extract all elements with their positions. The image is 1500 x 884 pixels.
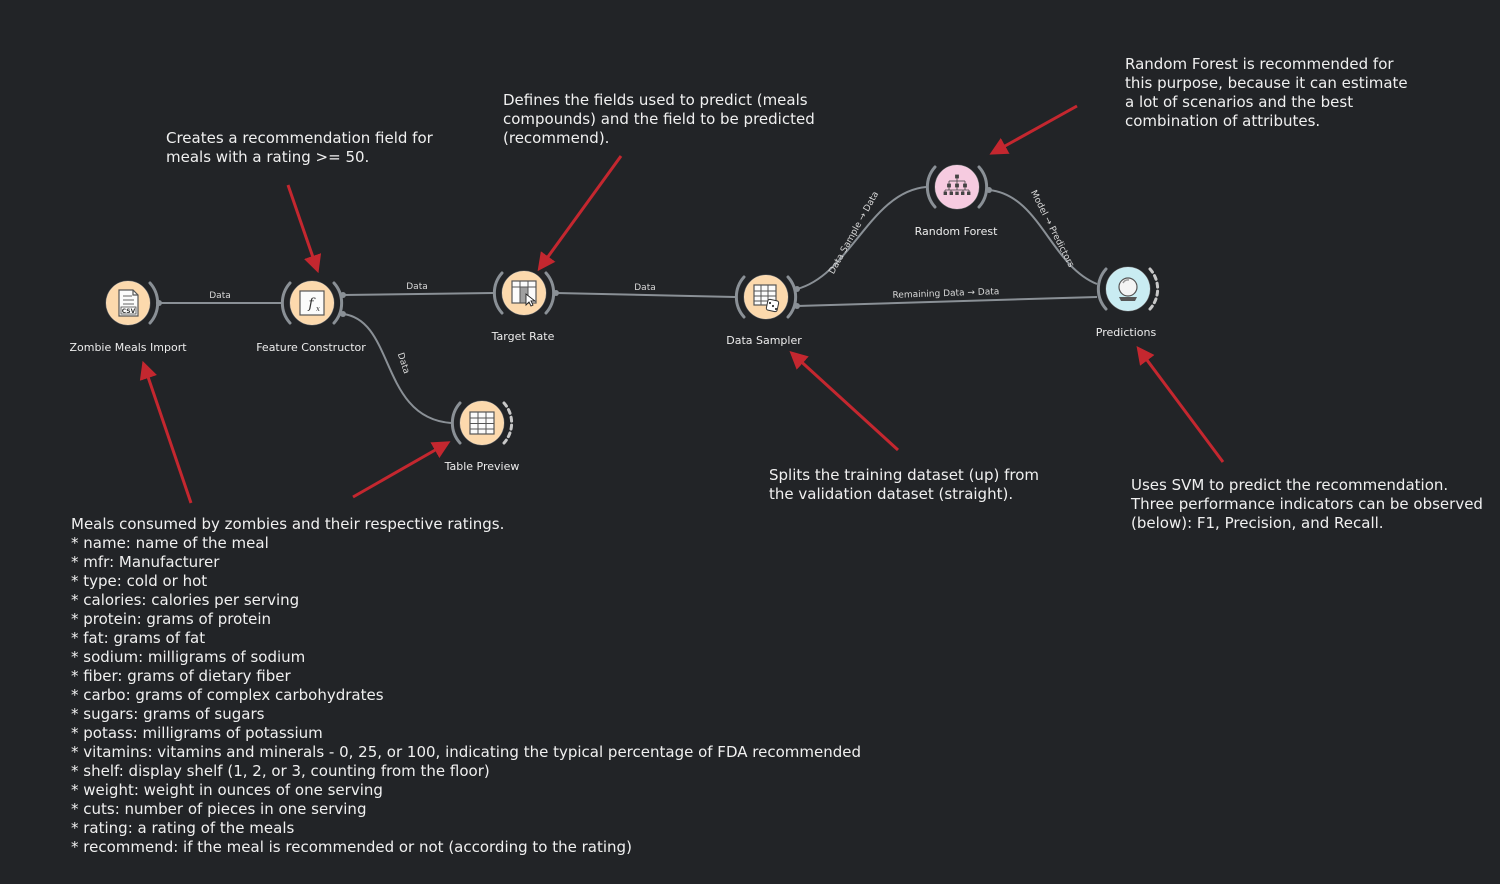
link-forest-to-predictions[interactable]: [988, 189, 1098, 285]
annotation-predictions[interactable]: Uses SVM to predict the recommendation. …: [1131, 476, 1483, 532]
node-label-feature-constructor[interactable]: Feature Constructor: [256, 341, 366, 354]
select-columns-icon: [511, 280, 537, 307]
link-sampler-to-forest[interactable]: [796, 186, 927, 290]
node-label-data-sampler[interactable]: Data Sampler: [726, 334, 802, 347]
svg-text:f: f: [307, 296, 316, 312]
annotation-arrows: [139, 104, 1225, 504]
node-label-predictions[interactable]: Predictions: [1095, 326, 1157, 339]
data-sampler-icon: [753, 284, 780, 313]
node-zombie-meals-import[interactable]: CSV: [105, 280, 160, 326]
crystal-ball-icon: [1118, 277, 1138, 301]
annotation-data-sampler[interactable]: Splits the training dataset (up) from th…: [769, 466, 1039, 503]
arrow-feature-constructor: [286, 184, 322, 274]
node-random-forest[interactable]: [925, 164, 989, 210]
link-label-import-to-feature: Data: [209, 291, 231, 301]
link-label-target-to-sampler: Data: [634, 283, 656, 293]
link-label-sampler-to-forest: Data Sample → Data: [827, 190, 881, 276]
link-feature-to-target[interactable]: [342, 292, 494, 296]
link-sampler-to-predictions[interactable]: [796, 296, 1098, 307]
function-icon: f x: [299, 290, 325, 316]
arrow-zombie-meals: [139, 360, 193, 504]
node-target-rate[interactable]: [492, 270, 556, 316]
link-label-feature-to-table: Data: [395, 352, 411, 376]
node-label-zombie-meals-import[interactable]: Zombie Meals Import: [69, 341, 187, 354]
arrow-predictions: [1136, 345, 1225, 463]
svg-text:x: x: [316, 305, 320, 313]
link-label-feature-to-target: Data: [406, 282, 428, 292]
annotation-random-forest[interactable]: Random Forest is recommended for this pu…: [1125, 55, 1408, 130]
arrow-table-preview: [352, 441, 451, 499]
link-label-sampler-to-predictions: Remaining Data → Data: [892, 287, 999, 301]
annotation-zombie-meals[interactable]: Meals consumed by zombies and their resp…: [71, 515, 861, 856]
table-icon: [469, 411, 495, 435]
csv-file-icon: CSV: [118, 289, 139, 317]
node-label-target-rate[interactable]: Target Rate: [491, 330, 555, 343]
arrow-target-rate: [537, 155, 623, 272]
node-label-random-forest[interactable]: Random Forest: [914, 225, 998, 238]
link-target-to-sampler[interactable]: [555, 292, 736, 298]
node-table-preview[interactable]: [450, 400, 514, 446]
svg-text:CSV: CSV: [122, 308, 136, 315]
node-data-sampler[interactable]: [734, 274, 798, 320]
arrow-data-sampler: [789, 350, 900, 452]
tree-icon: [943, 174, 971, 195]
node-feature-constructor[interactable]: f x: [280, 280, 344, 326]
annotation-target-rate[interactable]: Defines the fields used to predict (meal…: [503, 91, 815, 147]
arrow-random-forest: [989, 104, 1078, 155]
link-feature-to-table[interactable]: [342, 313, 452, 424]
link-label-forest-to-predictions: Model → Predictors: [1028, 189, 1076, 270]
node-label-table-preview[interactable]: Table Preview: [444, 460, 520, 473]
annotation-feature-constructor[interactable]: Creates a recommendation field for meals…: [166, 129, 433, 166]
node-predictions[interactable]: [1096, 266, 1160, 312]
